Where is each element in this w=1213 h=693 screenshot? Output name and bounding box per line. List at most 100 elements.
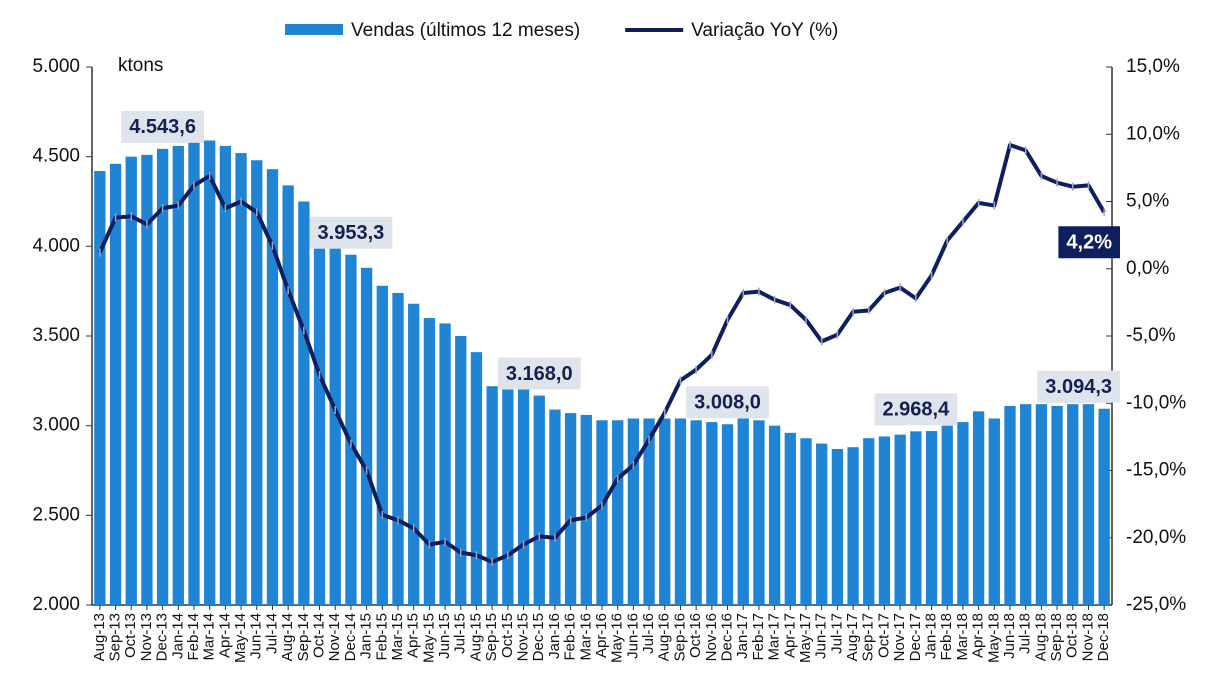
- x-tick-label: Jun-15: [436, 613, 453, 659]
- x-tick-label: Apr-15: [405, 613, 422, 658]
- data-label-box: [874, 393, 958, 426]
- x-tick-label: Sep-15: [483, 613, 500, 661]
- x-tick-label: Oct-13: [122, 613, 139, 658]
- x-tick-label: Mar-18: [954, 613, 971, 661]
- x-tick-label: Jun-17: [813, 613, 830, 659]
- y-tick-label: 5.000: [32, 56, 80, 77]
- data-label: 3.008,0: [694, 392, 761, 414]
- bar: [925, 431, 938, 605]
- bar: [596, 420, 608, 605]
- bar: [141, 154, 153, 605]
- y2-tick-label: -10,0%: [1126, 392, 1186, 413]
- bar: [1051, 405, 1063, 605]
- x-tick-label: Apr-14: [216, 613, 233, 658]
- bar: [408, 303, 420, 605]
- bar: [486, 386, 498, 605]
- y2-tick-label: -5,0%: [1126, 325, 1176, 346]
- x-tick-label: Mar-14: [201, 613, 218, 661]
- bar: [439, 323, 451, 605]
- bar: [156, 148, 169, 606]
- bar: [329, 246, 341, 606]
- bar: [831, 448, 844, 605]
- data-label-box: [497, 357, 581, 390]
- bar: [706, 422, 718, 605]
- bar: [721, 424, 734, 605]
- x-tick-label: Dec-14: [342, 613, 359, 661]
- bar: [910, 431, 922, 605]
- bar: [423, 318, 436, 605]
- bar: [1004, 405, 1016, 605]
- bar: [659, 418, 671, 605]
- bar: [360, 267, 373, 605]
- x-tick-label: Jul-14: [263, 613, 280, 654]
- y-tick-label: 4.500: [32, 146, 80, 167]
- bar: [172, 145, 184, 605]
- legend-swatch: [285, 24, 343, 35]
- x-tick-label: Feb-15: [373, 613, 390, 661]
- y-tick-label: 2.000: [32, 594, 80, 615]
- x-tick-label: Dec-18: [1095, 613, 1112, 661]
- bar: [204, 140, 216, 605]
- x-tick-label: Aug-14: [279, 613, 296, 661]
- bar: [690, 420, 702, 605]
- bar: [109, 163, 122, 605]
- x-tick-label: Sep-18: [1048, 613, 1065, 661]
- bar: [972, 411, 985, 605]
- x-tick-label: Oct-18: [1064, 613, 1081, 658]
- bar: [470, 352, 483, 605]
- bar: [564, 413, 577, 605]
- bar: [800, 438, 812, 605]
- bar: [392, 292, 404, 605]
- x-tick-label: Jan-15: [358, 613, 375, 659]
- bar: [1067, 404, 1079, 605]
- bar: [957, 422, 969, 605]
- data-label: 3.168,0: [506, 363, 573, 385]
- bar: [941, 425, 953, 605]
- x-tick-label: Nov-18: [1079, 613, 1096, 661]
- y2-tick-label: -25,0%: [1126, 594, 1186, 615]
- x-tick-label: Feb-18: [938, 613, 955, 661]
- x-tick-label: Oct-17: [875, 613, 892, 658]
- bar: [517, 388, 530, 605]
- data-label-box: [1058, 226, 1120, 259]
- x-tick-label: Aug-13: [91, 613, 108, 661]
- data-label-box: [121, 110, 204, 143]
- bar: [376, 285, 388, 605]
- x-tick-label: Sep-14: [295, 613, 312, 661]
- y-tick-label: 3.500: [32, 325, 80, 346]
- x-tick-label: Nov-17: [891, 613, 908, 661]
- bar: [580, 414, 592, 605]
- x-tick-label: Sep-13: [107, 613, 124, 661]
- bar: [784, 432, 796, 605]
- x-tick-label: Feb-17: [750, 613, 767, 661]
- bar: [94, 171, 106, 605]
- bar: [1082, 404, 1095, 605]
- x-tick-label: Oct-14: [311, 613, 328, 658]
- bar: [251, 160, 263, 605]
- x-tick-label: Sep-16: [671, 613, 688, 661]
- x-tick-label: May-17: [797, 613, 814, 663]
- y2-tick-label: -15,0%: [1126, 460, 1186, 481]
- bar: [235, 153, 247, 605]
- bar: [988, 418, 1000, 605]
- y-axis-label: ktons: [118, 55, 163, 76]
- x-tick-label: Dec-15: [530, 613, 547, 661]
- x-tick-label: Jul-17: [828, 613, 845, 654]
- data-label: 3.953,3: [318, 222, 385, 244]
- data-label: 4.543,6: [129, 116, 196, 138]
- x-tick-label: Mar-16: [577, 613, 594, 661]
- data-label: 2.968,4: [882, 399, 950, 421]
- x-tick-label: Oct-16: [687, 613, 704, 658]
- bar: [737, 418, 749, 605]
- x-tick-label: Jul-15: [452, 613, 469, 654]
- x-tick-label: Aug-15: [467, 613, 484, 661]
- x-tick-label: Dec-16: [719, 613, 736, 661]
- x-tick-label: Aug-17: [844, 613, 861, 661]
- x-tick-label: Mar-17: [766, 613, 783, 661]
- bar: [1035, 404, 1048, 605]
- bar: [313, 244, 326, 606]
- bar: [502, 388, 514, 605]
- bar: [674, 418, 687, 605]
- data-label-box: [686, 386, 769, 419]
